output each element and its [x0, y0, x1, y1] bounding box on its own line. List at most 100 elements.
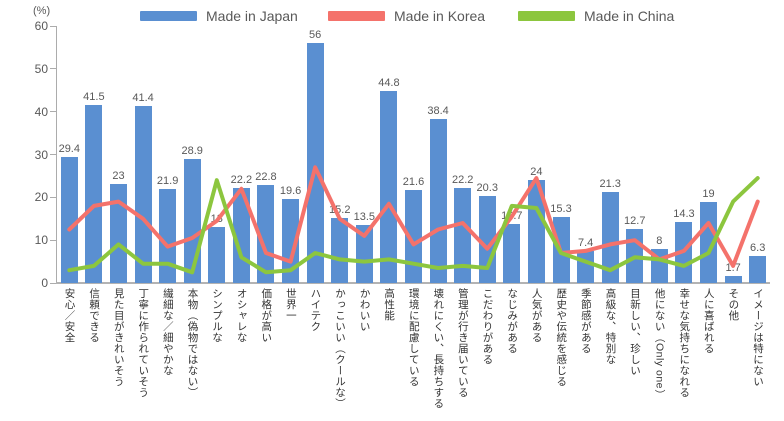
y-tick-mark [50, 111, 56, 113]
y-tick-mark [50, 196, 56, 198]
y-axis-unit-label: (%) [33, 5, 51, 17]
category-label: 歴史や伝統を感じる [555, 288, 568, 387]
category-label: 季節感がある [579, 288, 592, 354]
category-label: 管理が行き届いている [456, 288, 469, 398]
category-label: 環境に配慮している [407, 288, 420, 387]
bar [208, 227, 226, 283]
bar-value-label: 8 [656, 234, 663, 247]
y-tick-label: 30 [34, 147, 48, 162]
y-tick-mark [50, 282, 56, 284]
bar [675, 221, 693, 283]
bar-value-label: 14.3 [673, 207, 695, 220]
bar-value-label: 15.3 [550, 203, 572, 216]
y-axis-line [56, 26, 57, 283]
legend-item-made-in-korea: Made in Korea [328, 8, 485, 24]
y-tick-mark [50, 68, 56, 70]
category-label: オシャレな [235, 288, 248, 343]
category-label: 人に喜ばれる [702, 288, 715, 354]
bar-value-label: 12.7 [624, 214, 646, 227]
y-tick-label: 20 [34, 190, 48, 205]
bar-value-label: 7.4 [577, 237, 594, 250]
y-tick-label: 0 [41, 276, 48, 290]
y-tick-label: 10 [34, 233, 48, 248]
category-label: 信頼できる [88, 288, 101, 343]
bar [454, 187, 472, 283]
bar [405, 190, 422, 283]
legend-swatch-korea-icon [328, 11, 385, 21]
category-label: 高級な、特別な [604, 288, 617, 365]
bar [429, 118, 447, 283]
bar-value-label: 21.9 [156, 175, 179, 188]
bar [626, 228, 644, 283]
category-label: 目新しい、珍しい [629, 288, 642, 376]
bar-value-label: 15.2 [329, 203, 351, 216]
category-label: 丁寧に作られていそう [137, 288, 150, 398]
legend-swatch-japan-icon [140, 11, 197, 21]
legend-label-china: Made in China [584, 8, 675, 24]
bar [577, 251, 595, 283]
bar-value-label: 22.2 [451, 173, 474, 186]
bar [60, 157, 78, 283]
bar-value-label: 13.7 [501, 210, 523, 223]
category-label: 高性能 [383, 288, 396, 321]
category-label: 価格が高い [260, 288, 273, 343]
bar-value-label: 24 [530, 166, 543, 179]
x-axis-line [56, 282, 770, 284]
category-label: 幸せな気持ちになれる [678, 288, 691, 398]
bar [355, 225, 373, 283]
category-label: その他 [727, 288, 740, 321]
legend-item-made-in-china: Made in China [518, 8, 674, 24]
bar [478, 196, 496, 283]
y-tick-label: 60 [34, 19, 48, 33]
bar-value-label: 28.9 [181, 145, 203, 158]
category-label: 安心／安全 [63, 288, 76, 343]
category-label: 壊れにくい、長持ちする [432, 288, 445, 409]
bar-value-label: 13.5 [353, 211, 376, 224]
bar-value-label: 21.3 [599, 177, 621, 190]
category-label: 人気がある [530, 288, 543, 343]
bar [749, 256, 767, 283]
category-label: なじみがある [506, 288, 519, 354]
bar-value-label: 38.4 [427, 104, 449, 117]
category-label: 本物（偽物ではない） [186, 288, 199, 398]
bar [724, 275, 742, 283]
bar [232, 187, 250, 283]
bar-value-label: 19.6 [279, 185, 302, 198]
legend-swatch-china-icon [518, 11, 575, 21]
y-tick-mark [50, 239, 56, 241]
bar-value-label: 44.8 [378, 77, 400, 90]
bar-value-label: 23 [112, 170, 125, 183]
bar-value-label: 20.3 [476, 182, 498, 195]
bar-value-label: 41.5 [83, 91, 105, 104]
bar-value-label: 13 [210, 213, 223, 226]
bar-value-label: 22.2 [230, 173, 253, 186]
bar [134, 105, 152, 283]
bar [85, 105, 103, 283]
category-label: イメージは特にない [751, 288, 764, 387]
bar-value-label: 41.4 [132, 91, 154, 104]
category-label: ハイテク [309, 288, 322, 332]
bar-value-label: 21.6 [402, 176, 425, 189]
category-label: 他にない（Only one） [653, 288, 666, 401]
bar [183, 159, 201, 283]
bar-value-label: 56 [309, 29, 322, 42]
bar [552, 217, 570, 283]
category-label: 見た目がきれいそう [112, 288, 125, 387]
bar [650, 248, 668, 283]
bar [331, 217, 349, 283]
legend-label-korea: Made in Korea [394, 8, 486, 24]
category-label: かっこいい（クールな） [333, 288, 346, 409]
bar [601, 191, 619, 283]
bar [159, 189, 177, 283]
y-tick-label: 50 [34, 61, 48, 76]
bar [503, 224, 521, 283]
bar [257, 185, 275, 283]
bar [282, 199, 300, 283]
bar [109, 184, 127, 283]
category-label: 世界一 [284, 288, 297, 321]
bar-value-label: 19 [702, 187, 715, 200]
y-tick-mark [50, 154, 56, 155]
category-label: かわいい [358, 288, 371, 332]
bar [700, 201, 718, 283]
